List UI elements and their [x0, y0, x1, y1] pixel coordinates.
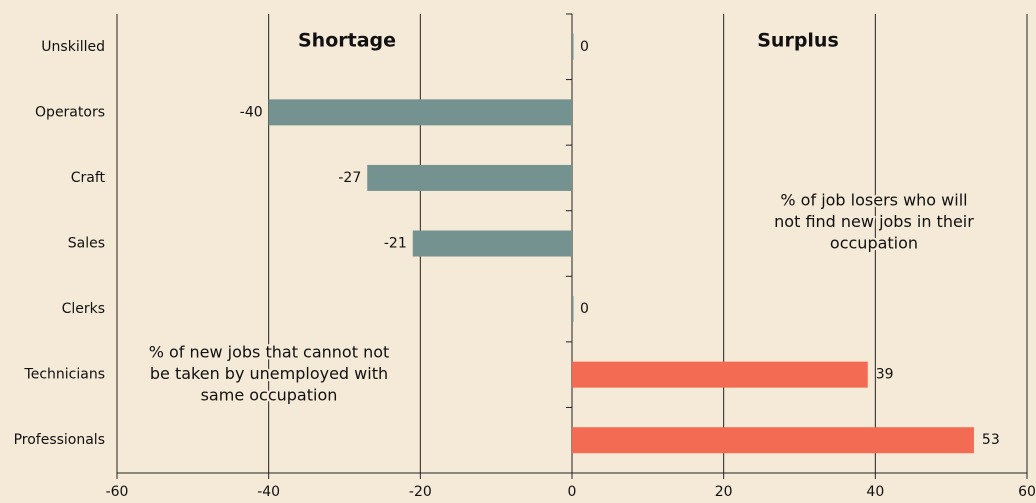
value-label: -27: [338, 170, 361, 186]
x-tick-label: 0: [568, 484, 577, 500]
x-tick-label: 20: [715, 484, 733, 500]
bar: [367, 164, 572, 191]
annotation: not find new jobs in their: [774, 212, 974, 231]
bar: [572, 296, 574, 323]
y-tick-label: Professionals: [14, 432, 105, 448]
value-label: -40: [240, 104, 263, 120]
y-tick-label: Craft: [71, 170, 106, 186]
annotation: Surplus: [757, 30, 839, 52]
annotation: % of job losers who will: [780, 191, 967, 210]
x-tick-label: -20: [409, 484, 432, 500]
annotation: Shortage: [298, 30, 396, 52]
value-label: 53: [982, 432, 1000, 448]
annotation: % of new jobs that cannot not: [149, 343, 390, 362]
bar: [572, 33, 574, 60]
x-tick-label: 40: [866, 484, 884, 500]
value-label: 0: [580, 39, 589, 55]
value-label: 39: [876, 367, 894, 383]
x-tick-label: -60: [106, 484, 129, 500]
y-tick-label: Sales: [68, 236, 105, 252]
y-tick-label: Operators: [35, 104, 105, 120]
x-tick-label: -40: [257, 484, 280, 500]
annotation: same occupation: [201, 386, 338, 405]
y-tick-label: Technicians: [24, 367, 105, 383]
value-label: -21: [384, 236, 407, 252]
bar: [572, 361, 868, 388]
annotation: occupation: [830, 234, 918, 253]
y-tick-label: Unskilled: [41, 39, 105, 55]
value-label: 0: [580, 301, 589, 317]
bar: [268, 99, 572, 126]
x-tick-label: 60: [1018, 484, 1036, 500]
bar: [572, 427, 974, 454]
y-tick-label: Clerks: [62, 301, 105, 317]
bar: [412, 230, 572, 257]
annotation: be taken by unemployed with: [150, 364, 388, 383]
